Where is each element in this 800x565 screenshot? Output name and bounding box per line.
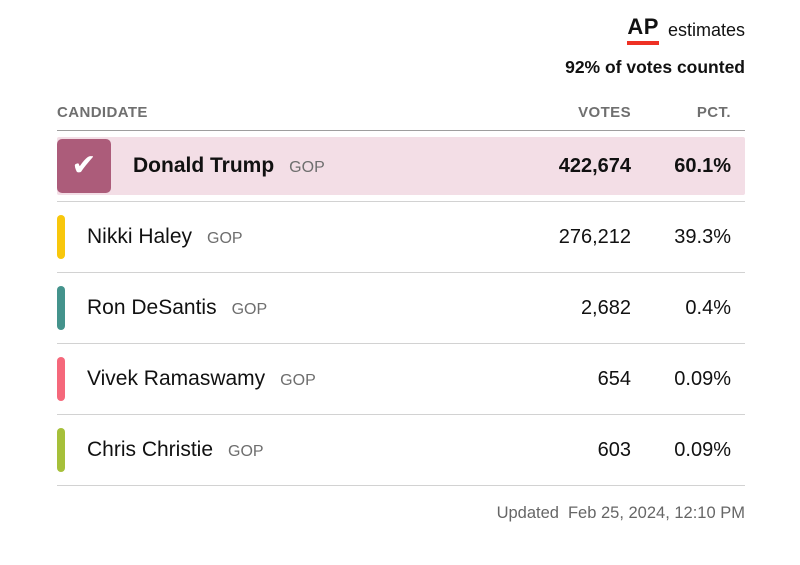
ap-estimates-line: AP estimates	[627, 16, 745, 45]
votes-value: 422,674	[558, 154, 631, 177]
updated-date: Feb 25, 2024, 12:10 PM	[567, 504, 745, 522]
candidate-row: Vivek Ramaswamy GOP 654 0.09%	[57, 350, 745, 408]
ap-logo: AP	[627, 16, 659, 45]
candidate-row: ✔ Donald Trump GOP 422,674 60.1%	[57, 137, 745, 195]
party-label: GOP	[289, 159, 325, 176]
pct-value: 0.4%	[685, 296, 731, 319]
column-header-candidate: CANDIDATE	[57, 104, 148, 121]
pct-value: 39.3%	[674, 225, 731, 248]
party-label: GOP	[207, 230, 243, 247]
results-table-body: ✔ Donald Trump GOP 422,674 60.1% Nikki H…	[57, 137, 745, 486]
row-divider	[57, 485, 745, 486]
candidate-name-cell: Ron DeSantis GOP	[87, 296, 481, 320]
column-header-votes: VOTES	[578, 104, 631, 121]
updated-label: Updated	[496, 504, 559, 522]
row-divider	[57, 272, 745, 273]
row-divider	[57, 414, 745, 415]
candidate-name: Nikki Haley	[87, 225, 193, 248]
table-header: CANDIDATE VOTES PCT.	[57, 104, 745, 131]
party-color-bar	[57, 357, 65, 401]
pct-value: 0.09%	[674, 367, 731, 390]
estimates-label: estimates	[667, 20, 745, 40]
votes-value: 276,212	[558, 225, 631, 248]
votes-counted-label: 92% of votes counted	[565, 57, 745, 77]
candidate-name: Chris Christie	[87, 438, 214, 461]
column-header-pct: PCT.	[696, 104, 731, 121]
votes-value: 2,682	[580, 296, 631, 319]
pct-value: 60.1%	[674, 154, 731, 177]
candidate-row: Nikki Haley GOP 276,212 39.3%	[57, 208, 745, 266]
candidate-name-cell: Donald Trump GOP	[133, 154, 481, 178]
row-divider	[57, 343, 745, 344]
candidate-name: Vivek Ramaswamy	[87, 367, 266, 390]
party-color-bar	[57, 428, 65, 472]
candidate-name-cell: Chris Christie GOP	[87, 438, 481, 462]
votes-value: 603	[597, 438, 631, 461]
party-label: GOP	[228, 443, 264, 460]
candidate-row: Chris Christie GOP 603 0.09%	[57, 421, 745, 479]
candidate-name-cell: Vivek Ramaswamy GOP	[87, 367, 481, 391]
pct-value: 0.09%	[674, 438, 731, 461]
check-icon: ✔	[71, 149, 97, 182]
party-color-bar	[57, 286, 65, 330]
party-label: GOP	[231, 301, 268, 318]
party-color-bar	[57, 215, 65, 259]
candidate-row: Ron DeSantis GOP 2,682 0.4%	[57, 279, 745, 337]
header: AP estimates 92% of votes counted	[57, 16, 745, 78]
party-label: GOP	[280, 372, 316, 389]
candidate-name-cell: Nikki Haley GOP	[87, 225, 481, 249]
votes-value: 654	[597, 367, 631, 390]
row-divider	[57, 201, 745, 202]
footer: Updated Feb 25, 2024, 12:10 PM	[57, 504, 745, 523]
candidate-name: Ron DeSantis	[87, 296, 217, 319]
candidate-name: Donald Trump	[133, 154, 275, 177]
winner-check-badge: ✔	[57, 139, 111, 193]
